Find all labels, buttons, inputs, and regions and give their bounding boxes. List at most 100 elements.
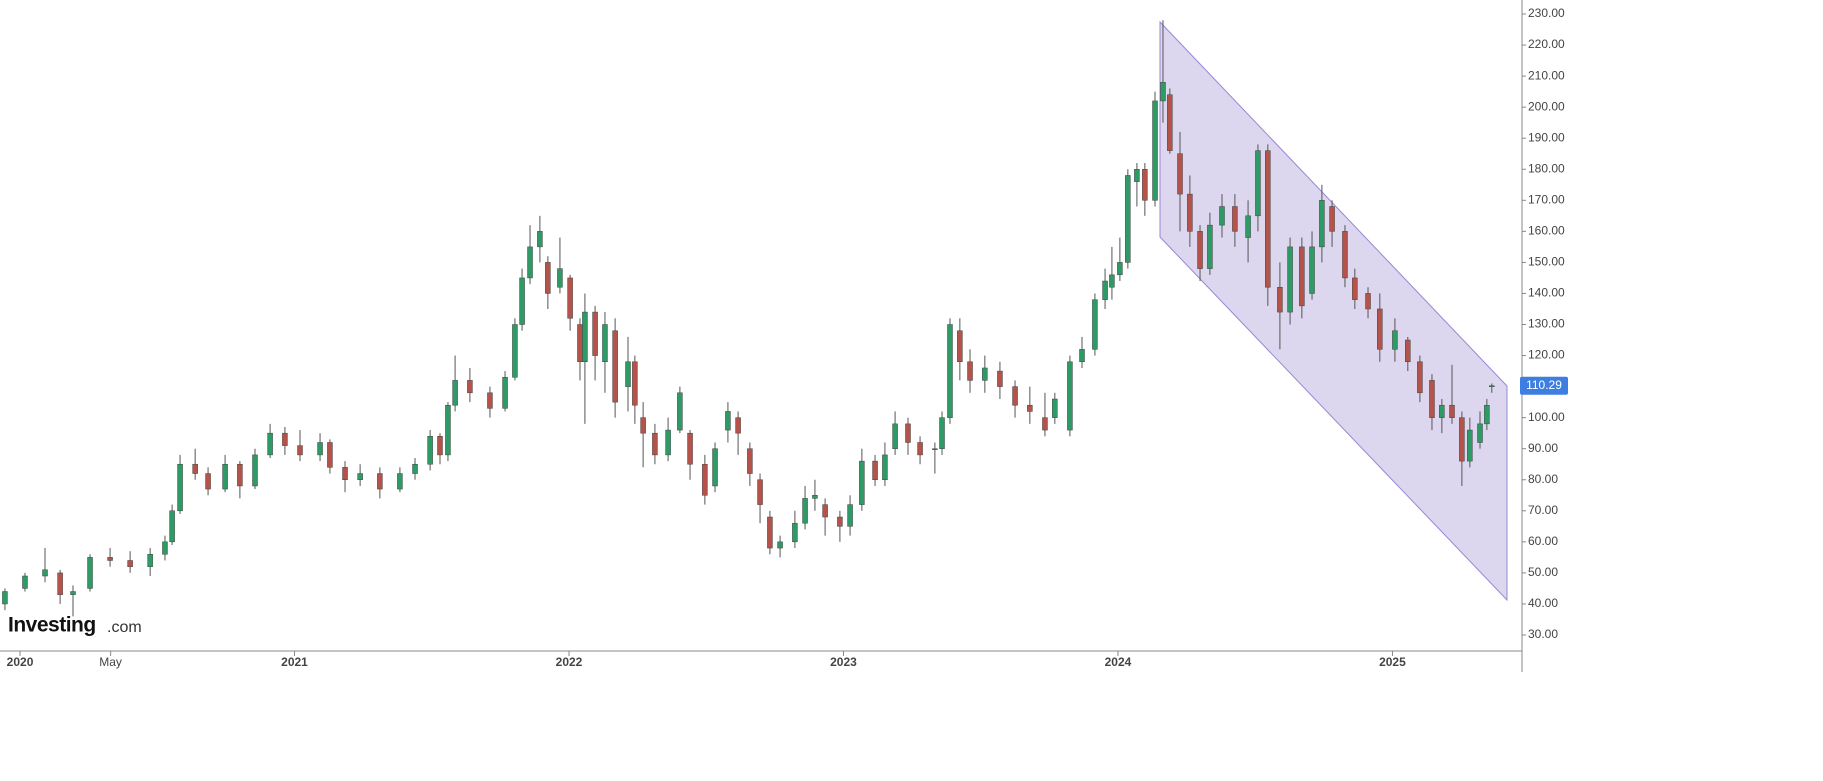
y-tick-label: 130.00 — [1528, 317, 1565, 331]
candle-body — [487, 392, 493, 409]
candle-body — [957, 330, 963, 363]
candle-body — [602, 324, 608, 363]
candle-body — [837, 516, 843, 527]
candle-body — [452, 380, 458, 406]
candle-body — [777, 541, 783, 549]
candle-body — [467, 380, 473, 394]
candle-body — [342, 467, 348, 480]
candle-body — [412, 463, 418, 474]
y-tick-label: 40.00 — [1528, 596, 1558, 610]
candle-body — [1459, 417, 1465, 462]
candle-body — [640, 417, 646, 434]
candle-body — [147, 554, 153, 567]
candle-body — [1265, 150, 1271, 288]
candle-body — [1042, 417, 1048, 431]
candle-body — [1417, 361, 1423, 394]
candle-body — [1027, 404, 1033, 412]
candle-body — [502, 377, 508, 409]
candle-body — [997, 370, 1003, 387]
candle-body — [567, 277, 573, 319]
candle-body — [267, 432, 273, 456]
candle-body — [1232, 206, 1238, 232]
y-tick-label: 70.00 — [1528, 503, 1558, 517]
candle-body — [1319, 200, 1325, 248]
watermark: Investing .com — [8, 614, 142, 637]
candle-body — [252, 454, 258, 487]
candle-body — [2, 591, 8, 605]
candle-body — [1467, 429, 1473, 462]
candle-body — [327, 442, 333, 468]
x-tick-label: 2024 — [1105, 655, 1132, 669]
candle-body — [947, 324, 953, 418]
x-tick-label: 2023 — [830, 655, 857, 669]
candle-body — [357, 473, 363, 481]
candle-body — [1255, 150, 1261, 217]
candle-body — [612, 330, 618, 403]
candle-body — [1160, 82, 1166, 102]
candle-body — [169, 510, 175, 543]
y-tick-label: 120.00 — [1528, 348, 1565, 362]
candle-body — [917, 442, 923, 456]
y-tick-label: 170.00 — [1528, 192, 1565, 206]
candle-body — [1125, 175, 1131, 263]
candle-body — [712, 448, 718, 487]
candle-body — [577, 324, 583, 363]
candle-body — [802, 498, 808, 524]
candle-body — [177, 463, 183, 512]
candle-body — [859, 460, 865, 505]
candle-body — [882, 454, 888, 481]
candle-body — [1152, 100, 1158, 201]
candle-body — [1067, 361, 1073, 431]
candle-body — [735, 417, 741, 434]
candle-body — [162, 541, 168, 555]
candle-body — [1219, 206, 1225, 226]
candle-body — [297, 445, 303, 456]
candle-body — [932, 448, 938, 450]
candle-body — [725, 411, 731, 431]
candle-body — [57, 572, 63, 595]
candle-body — [87, 557, 93, 589]
candle-body — [1449, 404, 1455, 418]
x-tick-label: 2020 — [7, 655, 34, 669]
y-tick-label: 100.00 — [1528, 410, 1565, 424]
candle-body — [1484, 404, 1490, 425]
candle-body — [1477, 423, 1483, 443]
x-tick-label: May — [99, 655, 122, 669]
candle-body — [1142, 169, 1148, 201]
candle-body — [427, 436, 433, 465]
candle-body — [625, 361, 631, 387]
candle-body — [905, 423, 911, 443]
candle-body — [1377, 308, 1383, 350]
candle-body — [192, 463, 198, 474]
y-tick-label: 180.00 — [1528, 161, 1565, 175]
candle-body — [445, 404, 451, 456]
y-tick-label: 190.00 — [1528, 130, 1565, 144]
candle-body — [222, 463, 228, 490]
y-tick-label: 80.00 — [1528, 472, 1558, 486]
candle-body — [1207, 224, 1213, 269]
candle-body — [1117, 262, 1123, 276]
candle-body — [557, 268, 563, 288]
candle-body — [872, 460, 878, 480]
last-price-badge — [1520, 376, 1568, 395]
candle-body — [1245, 215, 1251, 238]
candle-body — [1109, 274, 1115, 288]
candle-body — [1177, 153, 1183, 195]
candle-body — [677, 392, 683, 431]
candle-body — [1342, 231, 1348, 279]
candle-body — [1299, 246, 1305, 307]
candle-body — [317, 442, 323, 456]
y-tick-label: 200.00 — [1528, 99, 1565, 113]
candle-body — [967, 361, 973, 381]
y-tick-label: 140.00 — [1528, 286, 1565, 300]
candle-body — [1134, 169, 1140, 182]
candle-body — [792, 522, 798, 543]
candle-body — [70, 591, 76, 595]
candle-body — [1392, 330, 1398, 350]
y-tick-label: 30.00 — [1528, 627, 1558, 641]
candle-body — [892, 423, 898, 449]
candle-body — [527, 246, 533, 279]
candle-body — [757, 479, 763, 505]
candle-body — [812, 495, 818, 499]
candle-body — [1405, 339, 1411, 363]
